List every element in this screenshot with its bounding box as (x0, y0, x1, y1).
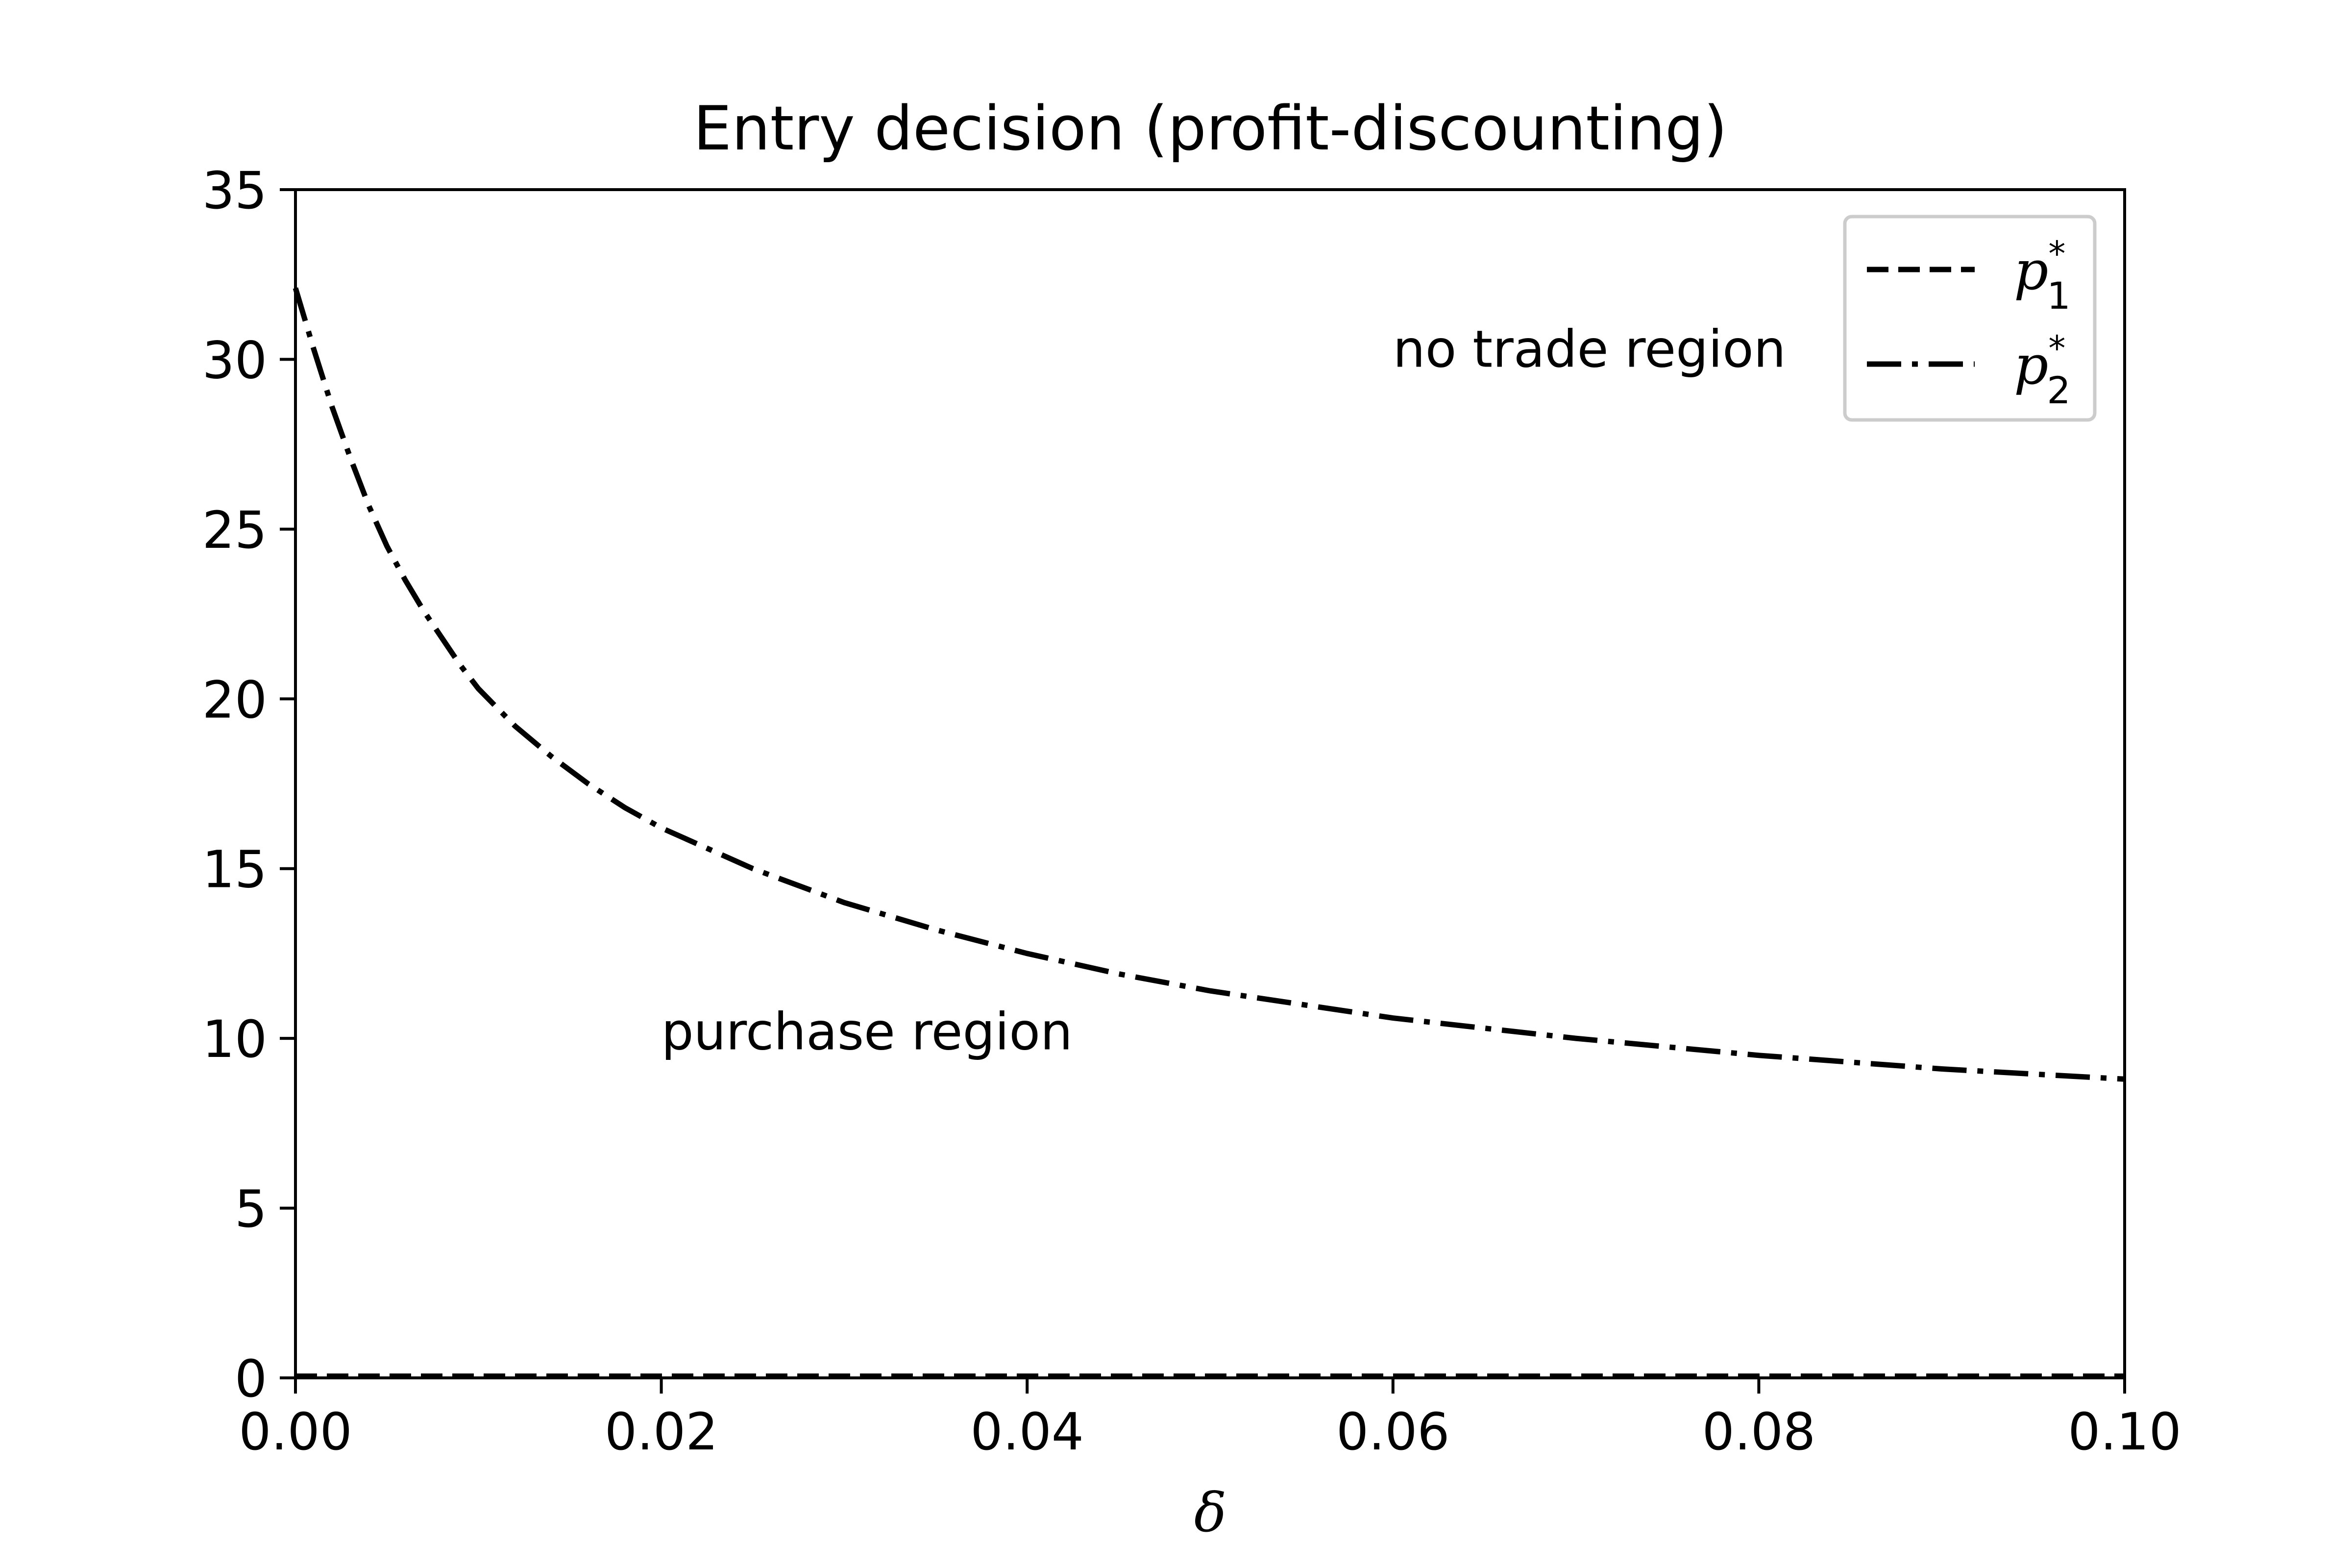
plot-area (293, 188, 2126, 1379)
chart-title: Entry decision (profit-discounting) (693, 94, 1727, 164)
x-tick-label: 0.04 (970, 1402, 1084, 1462)
legend-label-p1: p* 1 (2014, 234, 2071, 318)
x-tick-label: 0.00 (239, 1402, 352, 1462)
series-line-p2 (293, 287, 2125, 1082)
x-tick-label: 0.06 (1336, 1402, 1450, 1462)
y-tick-label: 25 (202, 500, 267, 560)
y-tick-label: 35 (202, 161, 267, 220)
y-tick-label: 15 (202, 840, 267, 900)
legend-label-p2: p* 2 (2014, 328, 2071, 412)
y-tick-label: 5 (235, 1179, 267, 1239)
x-tick-label: 0.02 (605, 1402, 718, 1462)
axes-frame (294, 188, 2126, 1379)
y-tick-label: 10 (202, 1009, 267, 1069)
y-tick-label: 0 (235, 1349, 267, 1409)
y-tick-label: 20 (202, 670, 267, 730)
axis-ticks: 0.00 0.02 0.04 0.06 0.08 0.10 0 5 10 15 20 25 30 35 (202, 161, 2181, 1462)
x-tick-label: 0.08 (1702, 1402, 1816, 1462)
x-tick-label: 0.10 (2068, 1402, 2181, 1462)
annotation-purchase-region: purchase region (662, 1002, 1073, 1061)
y-tick-label: 30 (202, 330, 267, 390)
legend: p* 1 p* 2 (1843, 215, 2097, 422)
annotation-no-trade-region: no trade region (1393, 319, 1786, 379)
x-axis-label: δ (1194, 1481, 1226, 1544)
